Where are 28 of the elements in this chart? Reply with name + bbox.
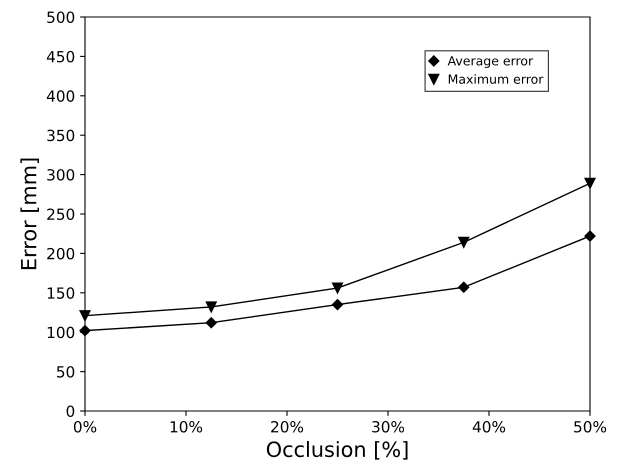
- legend-label: Average error: [448, 56, 534, 68]
- x-tick-label: 20%: [271, 420, 304, 433]
- point: [79, 325, 91, 336]
- y-tick-label: 150: [48, 287, 74, 299]
- y-tick-label: 100: [48, 326, 74, 338]
- y-axis-title: Error [mm]: [20, 158, 39, 270]
- y-tick-label: 250: [47, 208, 74, 220]
- legend-label: Maximum error: [448, 74, 544, 84]
- y-tick-label: 50: [57, 366, 74, 378]
- point: [458, 282, 470, 293]
- x-tick-label: 30%: [372, 420, 404, 433]
- y-tick-label: 400: [46, 90, 74, 102]
- point: [458, 236, 470, 248]
- y-tick-label: 500: [47, 11, 74, 24]
- y-tick-label: 300: [47, 169, 74, 181]
- y-tick-label: 450: [46, 50, 74, 62]
- x-tick-label: 0%: [74, 420, 96, 433]
- x-tick-label: 10%: [170, 420, 202, 433]
- x-tick-label: 40%: [472, 420, 506, 433]
- y-tick-label: 200: [47, 248, 74, 260]
- point: [206, 301, 217, 313]
- y-tick-label: 350: [47, 130, 74, 142]
- x-tick-label: 50%: [574, 420, 606, 433]
- point: [332, 282, 344, 294]
- x-axis-title: Occlusion [%]: [266, 441, 408, 460]
- y-tick-label: 0: [66, 405, 74, 418]
- point: [206, 317, 217, 328]
- point: [332, 299, 344, 310]
